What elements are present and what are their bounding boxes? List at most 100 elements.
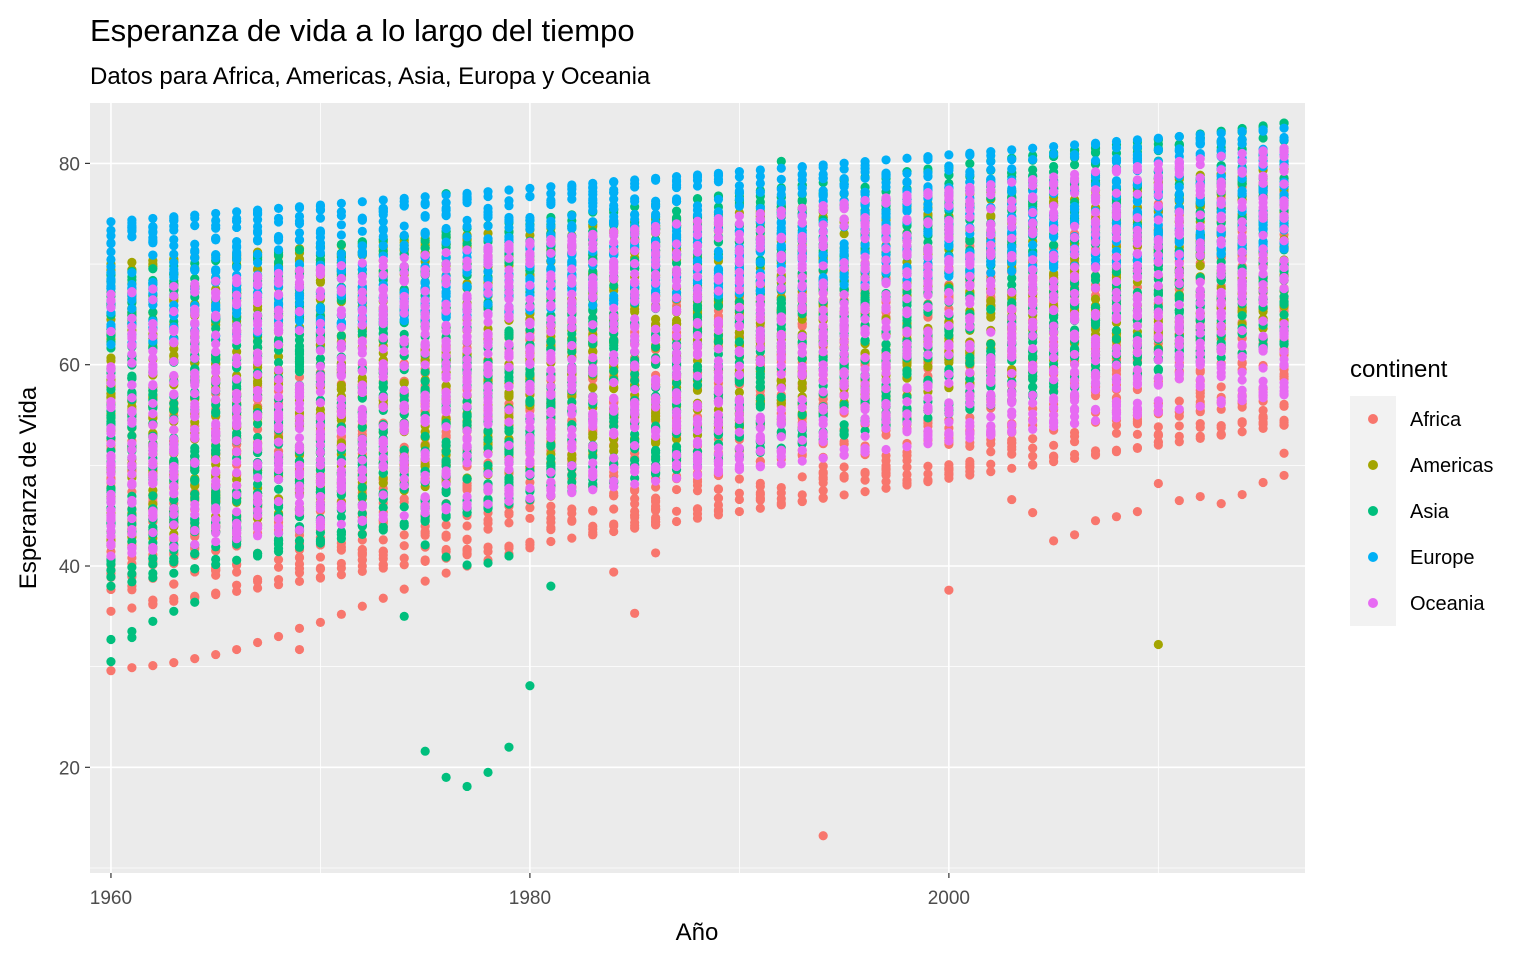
point-africa (462, 482, 472, 492)
point-africa (651, 548, 661, 558)
point-africa (609, 490, 619, 501)
point-africa (1216, 499, 1226, 509)
point-africa (1258, 405, 1268, 416)
point-asia (190, 443, 200, 453)
point-africa (630, 512, 640, 523)
point-africa (1111, 512, 1122, 522)
point-africa (1069, 453, 1080, 463)
point-africa (1049, 536, 1059, 546)
point-asia (106, 581, 116, 591)
point-africa (294, 576, 305, 586)
point-africa (378, 550, 388, 560)
point-africa (1195, 433, 1205, 443)
point-africa (692, 477, 703, 487)
point-asia (378, 525, 388, 535)
point-africa (630, 493, 640, 504)
point-africa (818, 478, 828, 488)
point-africa (232, 567, 242, 577)
point-africa (567, 533, 577, 543)
point-africa (127, 585, 137, 595)
point-africa (1174, 495, 1184, 506)
point-africa (986, 459, 996, 469)
point-africa (211, 590, 221, 600)
point-americas (378, 478, 388, 488)
point-asia (211, 445, 221, 455)
point-africa (609, 567, 619, 577)
point-africa (525, 543, 535, 553)
point-africa (734, 488, 744, 498)
point-americas (797, 383, 807, 394)
point-africa (420, 556, 430, 567)
point-asia (148, 264, 158, 274)
point-africa (1195, 367, 1205, 377)
point-africa (1007, 463, 1017, 473)
point-asia (294, 245, 305, 255)
point-africa (546, 513, 556, 524)
data-points (106, 118, 1289, 841)
point-africa (378, 593, 388, 603)
point-asia (651, 445, 661, 456)
point-africa (232, 586, 242, 596)
point-africa (1279, 401, 1289, 411)
point-africa (190, 654, 200, 664)
point-africa (1258, 477, 1268, 488)
point-asia (190, 465, 200, 476)
point-africa (1028, 434, 1038, 444)
point-africa (1279, 420, 1289, 430)
point-africa (462, 521, 472, 531)
point-africa (336, 558, 346, 569)
point-africa (273, 631, 284, 642)
point-africa (986, 439, 996, 449)
point-africa (1028, 508, 1038, 518)
point-africa (630, 608, 640, 618)
point-africa (148, 661, 158, 671)
point-africa (651, 504, 661, 514)
point-africa (923, 461, 933, 471)
point-americas (1153, 639, 1163, 650)
point-asia (127, 569, 137, 579)
point-americas (609, 446, 619, 456)
point-americas (986, 211, 996, 221)
point-americas (630, 307, 640, 317)
point-africa (818, 486, 828, 496)
point-africa (944, 473, 954, 483)
point-asia (483, 434, 493, 445)
point-asia (357, 329, 367, 340)
point-asia (483, 460, 493, 470)
point-africa (1279, 470, 1289, 481)
point-americas (588, 432, 598, 442)
point-africa (965, 470, 975, 480)
point-africa (671, 516, 682, 527)
point-africa (776, 482, 786, 493)
point-africa (609, 519, 619, 529)
point-africa (1216, 430, 1226, 440)
point-africa (357, 601, 367, 611)
point-africa (1153, 478, 1163, 489)
point-africa (378, 535, 388, 545)
point-africa (1258, 423, 1268, 434)
point-africa (441, 544, 451, 555)
point-africa (923, 469, 933, 479)
point-africa (1195, 422, 1205, 433)
point-africa (169, 596, 179, 606)
point-africa (1132, 507, 1143, 517)
point-asia (211, 559, 221, 570)
point-asia (169, 568, 179, 578)
point-africa (755, 478, 765, 488)
point-asia (336, 331, 346, 341)
point-africa (315, 552, 326, 562)
point-asia (420, 243, 430, 253)
point-africa (609, 526, 619, 537)
point-africa (504, 518, 514, 528)
point-africa (211, 649, 221, 660)
point-africa (1174, 437, 1184, 447)
point-africa (525, 503, 535, 513)
point-africa (1069, 530, 1080, 540)
point-asia (252, 479, 263, 489)
point-asia (190, 489, 200, 499)
point-asia (357, 491, 367, 502)
point-asia (169, 554, 179, 564)
point-americas (944, 358, 954, 368)
point-africa (1153, 440, 1163, 450)
point-asia (567, 470, 577, 480)
